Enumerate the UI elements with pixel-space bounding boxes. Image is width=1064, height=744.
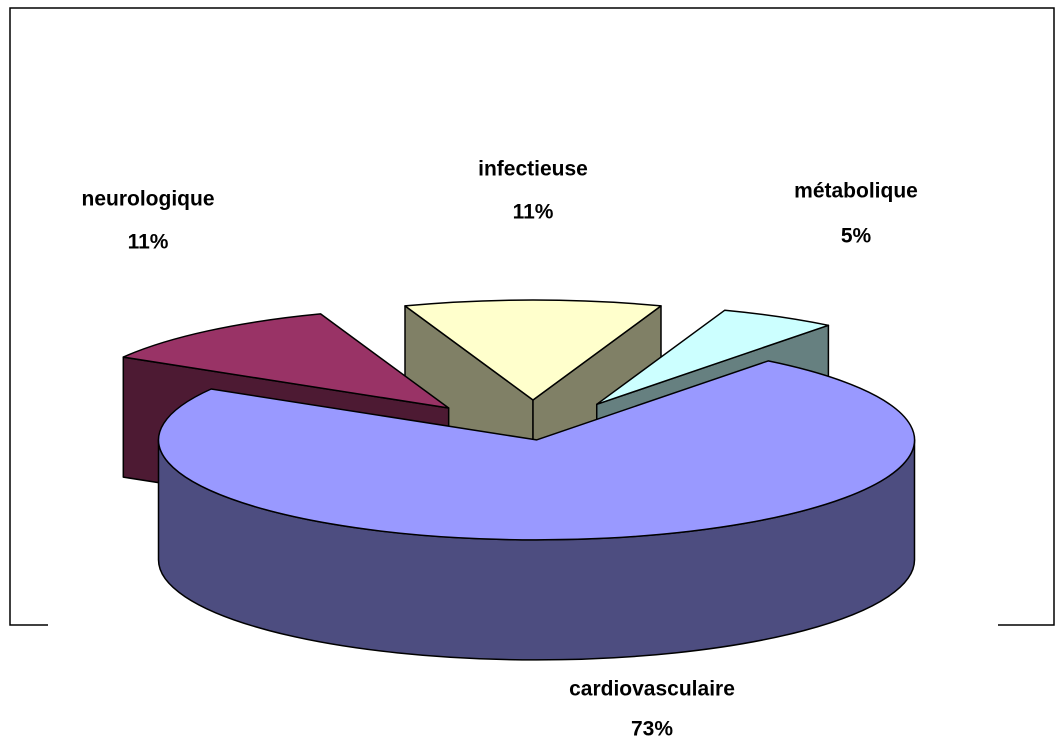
slice-label: métabolique: [794, 180, 918, 203]
slice-label: cardiovasculaire: [569, 678, 735, 701]
slice: [122, 313, 450, 409]
slice: [157, 360, 916, 541]
slice-label: infectieuse: [478, 158, 588, 181]
slice-label: neurologique: [82, 188, 215, 211]
slice-value-label: 11%: [128, 231, 169, 254]
slice: [595, 309, 830, 406]
chart-frame: [9, 7, 1055, 626]
slice-value-label: 11%: [513, 201, 554, 224]
slice: [404, 299, 662, 401]
slice-value-label: 73%: [631, 718, 673, 741]
slice-value-label: 5%: [841, 225, 872, 248]
